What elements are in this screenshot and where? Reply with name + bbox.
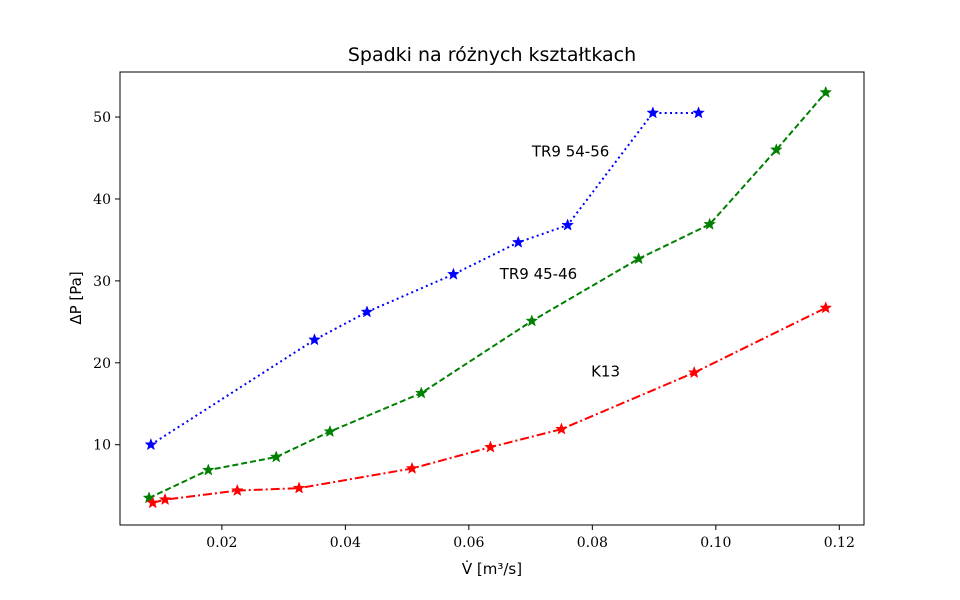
x-axis: 0.02 0.04 0.06 0.08 0.10 0.12	[206, 525, 855, 551]
data-point	[146, 496, 160, 509]
series-annotation: K13	[591, 363, 620, 381]
data-point	[447, 267, 460, 280]
series-tr9-45-46	[142, 85, 833, 504]
series-annotation: TR9 54-56	[531, 142, 609, 160]
data-point	[405, 461, 419, 474]
data-point	[230, 483, 244, 497]
series-line	[152, 307, 827, 504]
chart-title: Spadki na różnych kształtkach	[348, 44, 636, 66]
data-point	[632, 252, 646, 265]
data-point	[269, 450, 283, 463]
data-point	[144, 438, 158, 451]
data-point	[292, 481, 306, 494]
data-point	[308, 333, 321, 346]
series-tr9-54-56	[144, 106, 705, 451]
data-point	[142, 491, 156, 504]
data-point	[703, 217, 717, 230]
data-point	[414, 386, 428, 399]
y-axis-label: ΔP [Pa]	[67, 271, 85, 324]
data-point	[555, 422, 568, 435]
data-point	[687, 365, 701, 379]
y-tick-label: 30	[93, 274, 111, 290]
data-point	[692, 106, 705, 119]
y-tick-label: 50	[93, 110, 111, 126]
data-point	[360, 305, 374, 318]
data-point	[646, 106, 660, 119]
data-point	[561, 218, 575, 231]
data-point	[819, 301, 833, 314]
data-point	[323, 424, 337, 438]
x-tick-label: 0.06	[453, 535, 484, 551]
data-point	[819, 85, 833, 98]
x-tick-label: 0.02	[206, 535, 237, 551]
series-k13	[146, 301, 833, 509]
x-tick-label: 0.08	[577, 535, 608, 551]
data-point	[484, 440, 497, 453]
plot-frame	[119, 71, 865, 526]
data-point	[511, 235, 525, 248]
x-tick-label: 0.04	[330, 535, 361, 551]
series-line	[150, 111, 699, 446]
y-axis: 10 20 30 40 50	[93, 110, 120, 454]
x-tick-label: 0.12	[824, 535, 855, 551]
data-point	[201, 463, 215, 476]
series-line	[148, 91, 827, 499]
y-tick-label: 10	[93, 438, 111, 454]
series-annotation: TR9 45-46	[499, 265, 577, 283]
data-point	[769, 143, 783, 156]
data-point	[525, 314, 539, 327]
x-axis-label: V̇ [m³/s]	[462, 559, 522, 578]
annotations: TR9 54-56 TR9 45-46 K13	[499, 142, 620, 380]
plot-area	[142, 85, 833, 509]
x-tick-label: 0.10	[700, 535, 731, 551]
y-tick-label: 20	[93, 356, 111, 372]
data-point	[158, 492, 172, 506]
y-tick-label: 40	[93, 192, 111, 208]
